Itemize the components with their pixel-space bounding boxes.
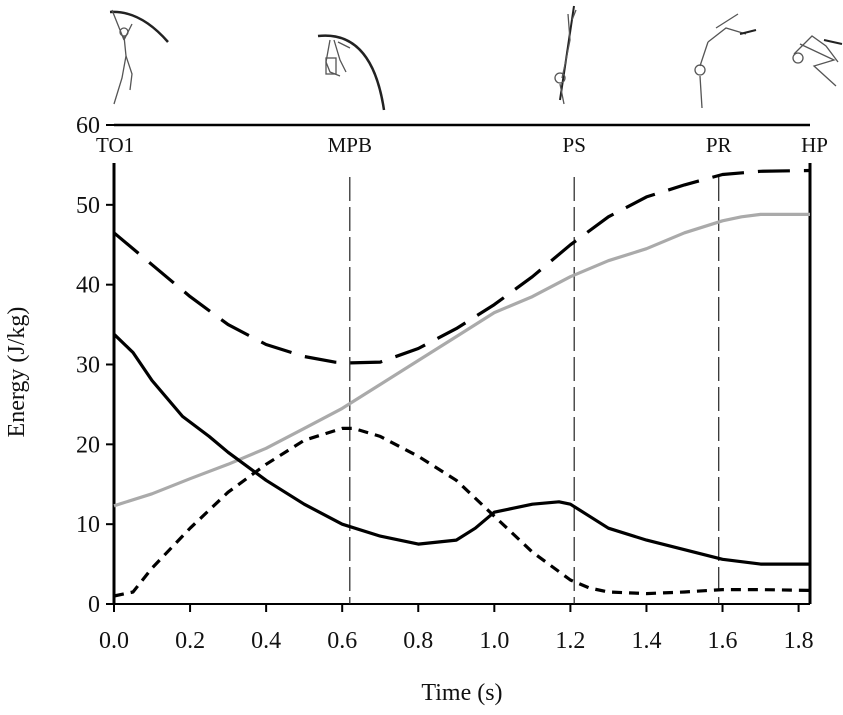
y-axis-title: Energy (J/kg) <box>4 307 30 438</box>
phase-markers: TO1 MPB PS PR HP <box>96 133 828 604</box>
athlete-figure-pole-straight <box>554 5 577 105</box>
phase-label: MPB <box>328 133 372 157</box>
x-tick-label: 0.2 <box>175 628 205 654</box>
series-lines <box>112 168 811 598</box>
y-tick-label: 60 <box>76 113 100 139</box>
y-tick-label: 50 <box>76 193 100 219</box>
tick-labels: 0 10 20 30 40 50 60 0.0 0.2 0.4 0.6 0.8 1.0 1.2 1.4 1.6… <box>76 113 814 654</box>
athlete-figure-max-pole-bend <box>317 34 386 111</box>
phase-label: PS <box>563 133 586 157</box>
phase-label: TO1 <box>96 133 134 157</box>
x-tick-label: 1.0 <box>479 628 509 654</box>
y-tick-label: 30 <box>76 353 100 379</box>
x-tick-label: 1.2 <box>555 628 585 654</box>
series-line-2 <box>113 212 810 508</box>
athlete-figure-pole-release <box>694 13 757 109</box>
x-tick-label: 0.0 <box>99 628 129 654</box>
y-tick-label: 20 <box>76 432 100 458</box>
phase-label: PR <box>706 133 732 157</box>
series-line-1 <box>112 168 811 365</box>
x-tick-label: 1.6 <box>708 628 738 654</box>
series-line-4 <box>113 426 811 598</box>
athlete-figure-highest-point <box>792 35 843 87</box>
athlete-figure-takeoff <box>109 9 169 105</box>
phase-label: HP <box>801 133 828 157</box>
axes <box>106 123 812 612</box>
x-tick-label: 0.6 <box>327 628 357 654</box>
y-tick-label: 0 <box>88 592 100 618</box>
y-tick-label: 10 <box>76 512 100 538</box>
x-tick-label: 0.8 <box>403 628 433 654</box>
y-tick-label: 40 <box>76 273 100 299</box>
x-axis-title: Time (s) <box>421 680 502 706</box>
series-line-3 <box>112 333 810 566</box>
x-tick-label: 1.4 <box>631 628 661 654</box>
x-tick-label: 0.4 <box>251 628 281 654</box>
x-tick-label: 1.8 <box>784 628 814 654</box>
